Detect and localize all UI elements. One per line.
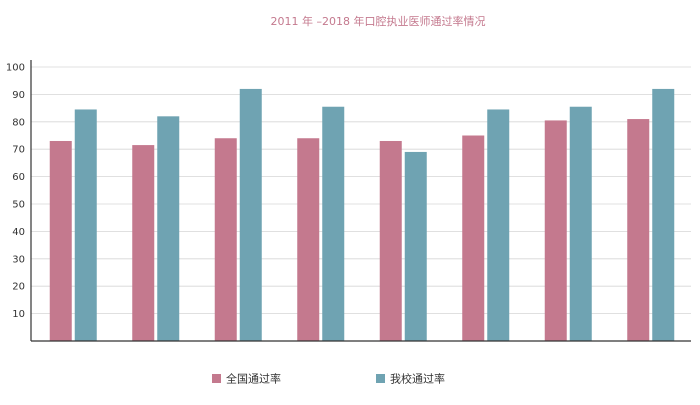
y-tick-label: 10 [12,309,25,320]
bar-national [379,140,402,341]
bar-national [297,138,320,341]
legend-swatch [376,374,385,383]
y-tick-label: 70 [12,145,25,156]
y-tick-label: 80 [12,117,25,128]
bar-national [132,145,155,341]
y-tick-label: 90 [12,90,25,101]
bar-school [404,151,427,341]
bar-school [322,106,345,341]
bar-school [239,88,262,341]
y-tick-label: 100 [6,63,25,74]
bar-school [487,109,510,341]
bar-school [569,106,592,341]
bar-national [544,120,567,342]
y-tick-label: 30 [12,254,25,265]
bars [49,88,675,342]
y-axis-ticks: 10 20 30 40 50 60 70 80 90 100 [6,63,25,321]
legend-label: 我校通过率 [390,372,445,386]
chart-title: 2011 年 –2018 年口腔执业医师通过率情况 [271,14,486,28]
bar-national [49,140,72,341]
bar-school [74,109,97,341]
bar-school [157,116,180,341]
gridlines [31,66,691,315]
legend-swatch [212,374,221,383]
bar-school [652,88,675,341]
bar-national [214,138,237,341]
bar-national [462,135,485,341]
y-tick-label: 60 [12,172,25,183]
y-tick-label: 50 [12,200,25,211]
y-tick-label: 40 [12,227,25,238]
legend: 全国通过率 我校通过率 [212,372,445,386]
y-tick-label: 20 [12,282,25,293]
bar-national [627,119,650,341]
legend-label: 全国通过率 [226,372,281,386]
